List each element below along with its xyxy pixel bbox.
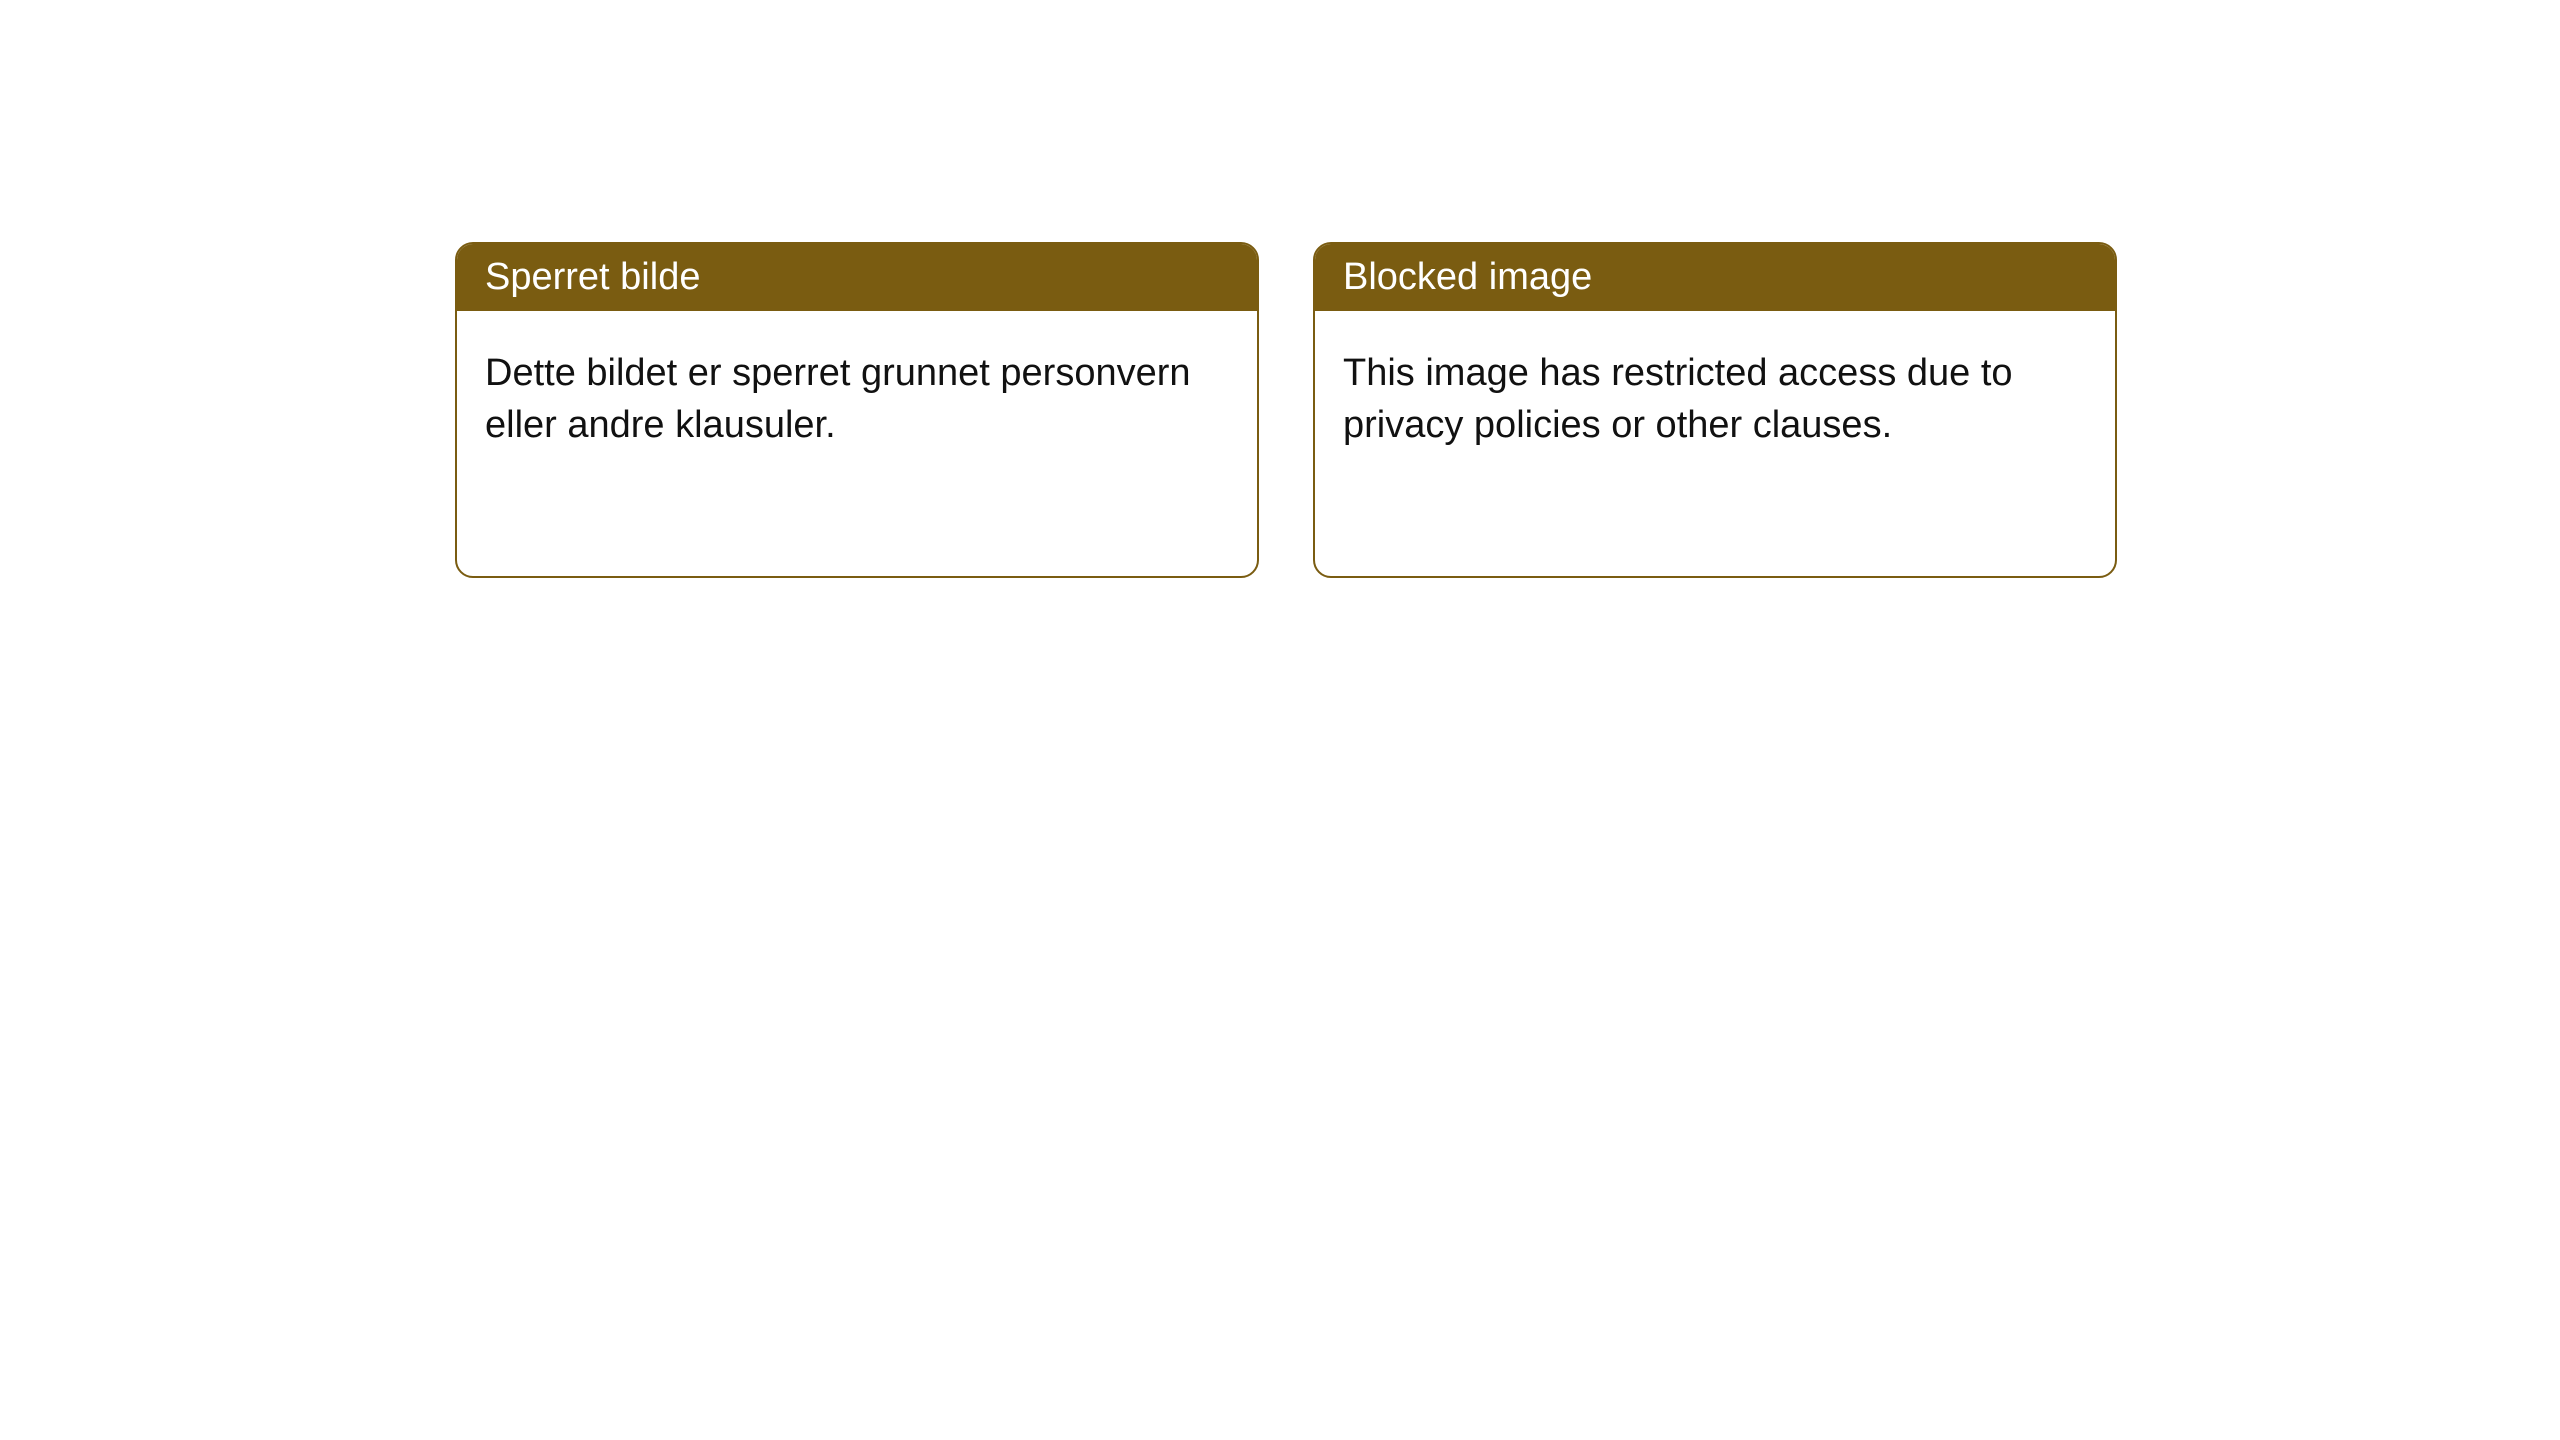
notice-box-english: Blocked image This image has restricted … (1313, 242, 2117, 578)
notice-text: This image has restricted access due to … (1343, 352, 2013, 446)
notice-body-norwegian: Dette bildet er sperret grunnet personve… (457, 311, 1257, 488)
notice-title: Sperret bilde (485, 256, 700, 298)
notice-container: Sperret bilde Dette bildet er sperret gr… (455, 242, 2117, 578)
notice-header-english: Blocked image (1315, 244, 2115, 311)
notice-text: Dette bildet er sperret grunnet personve… (485, 352, 1191, 446)
notice-body-english: This image has restricted access due to … (1315, 311, 2115, 488)
notice-title: Blocked image (1343, 256, 1592, 298)
notice-box-norwegian: Sperret bilde Dette bildet er sperret gr… (455, 242, 1259, 578)
notice-header-norwegian: Sperret bilde (457, 244, 1257, 311)
